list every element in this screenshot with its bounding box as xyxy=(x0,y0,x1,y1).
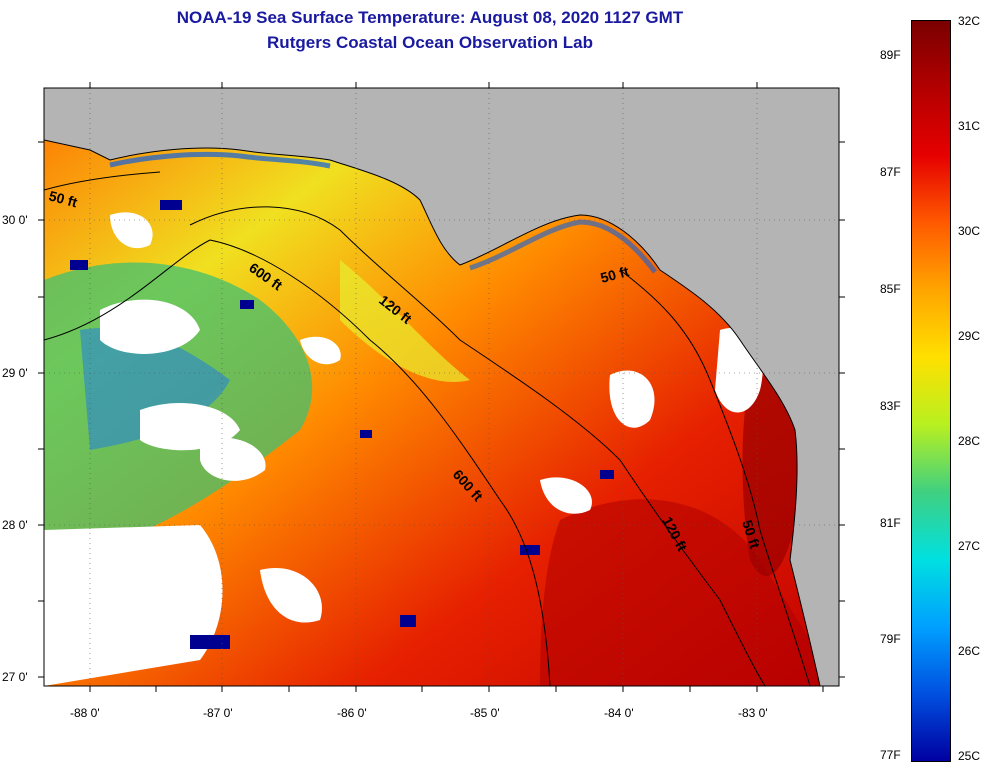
colorbar-f-label: 79F xyxy=(880,632,901,646)
contour-label: 50 ft xyxy=(47,187,79,210)
colorbar-c-label: 26C xyxy=(958,644,981,658)
colorbar-f-label: 81F xyxy=(880,516,901,530)
map-title: NOAA-19 Sea Surface Temperature: August … xyxy=(176,8,684,27)
colorbar-c-label: 25C xyxy=(958,749,981,763)
contour-50ft xyxy=(43,171,811,687)
coastal-fringe xyxy=(109,151,331,169)
lon-label: -85 0' xyxy=(470,706,500,720)
map-frame xyxy=(43,87,840,687)
colorbar-c-label: 30C xyxy=(958,224,981,238)
cloud-mask xyxy=(44,525,223,686)
lat-label: 27 0' xyxy=(2,670,28,684)
cool-water-region xyxy=(80,328,230,450)
coastal-fringe xyxy=(469,219,658,274)
cloud-mask xyxy=(100,299,200,354)
colorbar-f-label: 89F xyxy=(880,48,901,62)
lon-label: -84 0' xyxy=(604,706,634,720)
depth-contours xyxy=(43,171,811,687)
colorbar-f-label: 85F xyxy=(880,282,901,296)
cloud-mask xyxy=(609,370,655,428)
cloud-mask xyxy=(540,477,592,514)
axis-ticks xyxy=(38,82,845,692)
lon-label: -87 0' xyxy=(203,706,233,720)
colorbar-f-label: 83F xyxy=(880,399,901,413)
warm-band xyxy=(340,260,470,382)
cloud-mask xyxy=(260,568,322,623)
colorbar-f-label: 87F xyxy=(880,165,901,179)
lon-label: -86 0' xyxy=(337,706,367,720)
colorbar-f-label: 77F xyxy=(880,748,901,762)
colorbar-c-label: 32C xyxy=(958,14,981,28)
colorbar-c-label: 28C xyxy=(958,434,981,448)
lat-label: 30 0' xyxy=(2,213,28,227)
coastline xyxy=(44,139,821,686)
colorbar-c-label: 29C xyxy=(958,329,981,343)
hot-core xyxy=(540,499,839,686)
land-mass xyxy=(44,88,839,686)
lon-label: -83 0' xyxy=(738,706,768,720)
colorbar-c-label: 27C xyxy=(958,539,981,553)
lat-label: 29 0' xyxy=(2,366,28,380)
colorbar-c-label: 31C xyxy=(958,119,981,133)
contour-label: 50 ft xyxy=(599,263,631,286)
temperature-colorbar xyxy=(911,20,951,762)
cloud-mask xyxy=(110,212,153,249)
lat-label: 28 0' xyxy=(2,518,28,532)
contour-600ft xyxy=(43,239,551,687)
map-subtitle: Rutgers Coastal Ocean Observation Lab xyxy=(267,33,593,52)
contour-120ft xyxy=(189,206,766,687)
hot-core xyxy=(742,376,803,577)
cloud-mask xyxy=(300,336,341,365)
lon-label: -88 0' xyxy=(70,706,100,720)
cloud-mask xyxy=(200,437,266,481)
